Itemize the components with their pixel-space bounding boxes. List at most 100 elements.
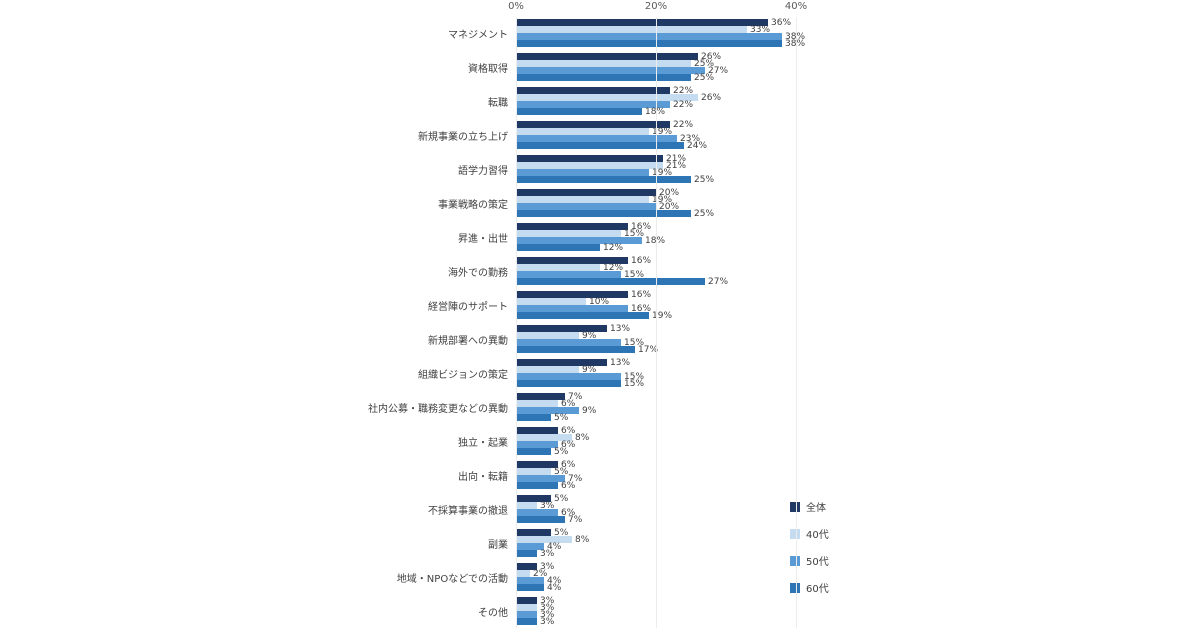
legend-item-overall: 全体 (790, 501, 829, 514)
bar-line: 33% (516, 25, 805, 34)
value-label: 17% (638, 344, 659, 355)
bar-60s (516, 482, 558, 489)
bar-line: 22% (516, 120, 707, 129)
bar-50s (516, 475, 565, 482)
bar-group: 36% 33% 38% 38% (516, 17, 806, 49)
bar-50s (516, 101, 670, 108)
bar-line: 26% (516, 93, 721, 102)
bar-line: 20% (516, 201, 714, 212)
bar-60s (516, 380, 621, 387)
value-label: 18% (645, 235, 666, 246)
bar-60s (516, 516, 565, 523)
value-label: 22% (673, 99, 694, 110)
bar-line: 27% (516, 66, 728, 75)
bar-line: 24% (516, 140, 708, 151)
bar-line: 10% (516, 297, 672, 306)
legend-label: 60代 (806, 584, 829, 595)
value-label: 8% (575, 432, 590, 443)
value-label: 21% (666, 153, 687, 164)
bar-50s (516, 33, 782, 40)
value-label: 25% (694, 72, 715, 83)
category-row: 地域・NPOなどでの活動 3% 2% 4% 4% (0, 562, 805, 592)
value-label: 19% (652, 194, 673, 205)
x-axis-tick: 40% (784, 1, 808, 12)
bar-40s (516, 604, 537, 611)
bar-50s (516, 611, 537, 618)
category-label: 独立・起業 (458, 437, 508, 449)
value-label: 16% (631, 289, 652, 300)
bar-line: 17% (516, 344, 659, 355)
value-label: 24% (687, 140, 708, 151)
bar-line: 16% (516, 255, 728, 266)
bar-60s (516, 244, 600, 251)
bar-line: 21% (516, 153, 714, 164)
value-label: 9% (582, 330, 597, 341)
bar-overall (516, 461, 558, 468)
bar-line: 16% (516, 222, 665, 231)
bar-50s (516, 305, 628, 312)
bar-line: 19% (516, 126, 707, 137)
bar-group: 16% 15% 18% 12% (516, 222, 666, 252)
bar-line: 15% (516, 372, 644, 381)
bar-group: 16% 12% 15% 27% (516, 255, 728, 286)
value-label: 38% (785, 31, 806, 42)
bar-40s (516, 332, 579, 339)
bar-line: 3% (516, 549, 589, 558)
value-label: 15% (624, 228, 645, 239)
bar-overall (516, 495, 551, 502)
legend-swatch (790, 501, 800, 512)
legend-item-40s: 40代 (790, 528, 829, 541)
x-axis-tick: 0% (508, 1, 524, 12)
bar-line: 7% (516, 474, 582, 483)
bar-50s (516, 509, 558, 516)
value-label: 6% (561, 507, 576, 518)
bar-line: 15% (516, 269, 728, 280)
value-label: 21% (666, 160, 687, 171)
bar-overall (516, 529, 551, 536)
bar-50s (516, 271, 621, 278)
bar-line: 2% (516, 569, 561, 578)
category-row: 出向・転籍 6% 5% 7% 6% (0, 460, 805, 490)
value-label: 23% (680, 133, 701, 144)
bar-60s (516, 312, 649, 319)
category-row: 事業戦略の策定 20% 19% 20% 25% (0, 188, 805, 218)
bar-50s (516, 339, 621, 346)
bar-line: 15% (516, 338, 658, 347)
bar-line: 25% (516, 72, 728, 83)
value-label: 6% (561, 398, 576, 409)
bar-line: 5% (516, 528, 589, 537)
bar-line: 6% (516, 507, 582, 518)
bar-overall (516, 291, 628, 298)
bar-line: 6% (516, 440, 589, 449)
bar-overall (516, 393, 565, 400)
value-label: 19% (652, 126, 673, 137)
value-label: 15% (624, 269, 645, 280)
value-label: 15% (624, 378, 645, 389)
value-label: 7% (568, 391, 583, 402)
bar-60s (516, 210, 691, 217)
value-label: 38% (785, 38, 806, 49)
gridline (656, 17, 657, 628)
bar-line: 5% (516, 494, 582, 503)
value-label: 16% (631, 255, 652, 266)
category-label: 海外での勤務 (448, 267, 508, 279)
gridline (796, 17, 797, 628)
bar-60s (516, 40, 782, 47)
value-label: 3% (540, 595, 555, 606)
value-label: 20% (659, 201, 680, 212)
bar-line: 19% (516, 168, 714, 177)
gridline (516, 17, 517, 628)
bar-line: 5% (516, 447, 589, 456)
bar-line: 13% (516, 324, 658, 333)
bar-line: 6% (516, 460, 582, 469)
bar-60s (516, 74, 691, 81)
value-label: 13% (610, 357, 631, 368)
category-label: 新規事業の立ち上げ (418, 131, 508, 143)
bar-40s (516, 264, 600, 271)
bar-line: 15% (516, 378, 645, 389)
bar-group: 13% 9% 15% 15% (516, 357, 645, 389)
category-label: 不採算事業の撤退 (428, 505, 508, 517)
chart-rows: マネジメント 36% 33% 38% 38% 資格取得 26% 25% 27% 25% 転職 22% 2… (0, 17, 806, 631)
value-label: 36% (771, 17, 792, 28)
category-row: 海外での勤務 16% 12% 15% 27% (0, 255, 805, 286)
